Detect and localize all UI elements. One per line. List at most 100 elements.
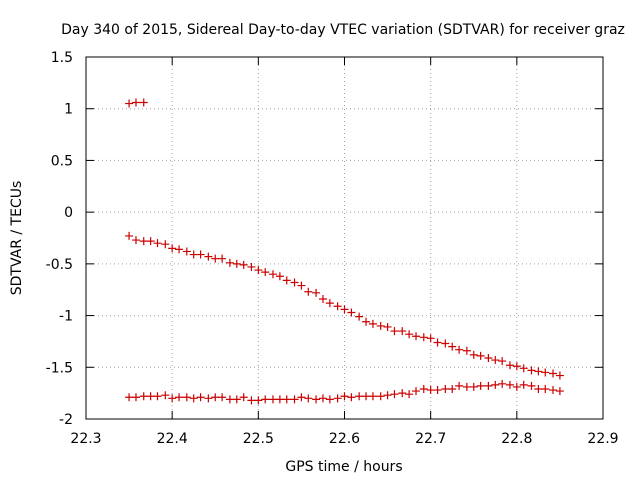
data-point xyxy=(484,353,493,362)
data-point xyxy=(290,278,299,287)
data-point xyxy=(204,394,213,403)
data-point xyxy=(347,308,356,317)
data-point xyxy=(268,395,277,404)
data-point xyxy=(312,395,321,404)
data-point xyxy=(290,395,299,404)
y-tick-label: -1.5 xyxy=(46,360,73,376)
data-point xyxy=(282,395,291,404)
x-tick-label: 22.4 xyxy=(157,431,188,447)
data-point xyxy=(247,262,256,271)
data-point xyxy=(512,362,521,371)
data-point xyxy=(355,312,364,321)
data-point xyxy=(304,394,313,403)
data-point xyxy=(275,272,284,281)
y-axis-title: SDTVAR / TECUs xyxy=(9,181,25,296)
data-point xyxy=(462,346,471,355)
data-point xyxy=(541,368,550,377)
data-point xyxy=(153,239,162,248)
data-point xyxy=(519,380,528,389)
data-point xyxy=(139,392,148,401)
data-point xyxy=(519,364,528,373)
data-point xyxy=(182,393,191,402)
data-point xyxy=(168,394,177,403)
data-point xyxy=(505,361,514,370)
data-point xyxy=(333,302,342,311)
y-tick-label: -2 xyxy=(59,412,73,428)
data-point xyxy=(168,244,177,253)
data-point xyxy=(534,385,543,394)
data-point xyxy=(433,338,442,347)
y-tick-label: -1 xyxy=(59,309,73,325)
data-point xyxy=(549,386,558,395)
data-point xyxy=(239,393,248,402)
y-tick-label: 0 xyxy=(64,205,73,221)
data-point xyxy=(239,260,248,269)
data-point xyxy=(211,393,220,402)
data-point xyxy=(498,379,507,388)
data-point xyxy=(512,382,521,391)
data-point xyxy=(161,240,170,249)
data-point xyxy=(340,392,349,401)
data-point xyxy=(541,385,550,394)
data-point xyxy=(398,327,407,336)
grid-lines xyxy=(86,57,603,419)
data-point xyxy=(476,381,485,390)
data-point xyxy=(355,392,364,401)
series-satellite-a xyxy=(125,98,148,108)
data-point xyxy=(318,295,327,304)
x-tick-label: 22.5 xyxy=(243,431,274,447)
data-point xyxy=(268,270,277,279)
y-tick-label: -0.5 xyxy=(46,257,73,273)
axis-ticks xyxy=(85,56,604,420)
data-point xyxy=(491,356,500,365)
data-point xyxy=(131,236,140,245)
data-point xyxy=(390,327,399,336)
data-point xyxy=(383,322,392,331)
data-point xyxy=(196,393,205,402)
data-point xyxy=(491,380,500,389)
data-point xyxy=(441,385,450,394)
data-point xyxy=(146,237,155,246)
data-point xyxy=(297,281,306,290)
data-point xyxy=(376,321,385,330)
data-point xyxy=(189,250,198,259)
data-point xyxy=(412,332,421,341)
data-point xyxy=(527,366,536,375)
data-point xyxy=(398,389,407,398)
data-point xyxy=(261,268,270,277)
y-axis-tick-labels: -2 -1.5 -1 -0.5 0 0.5 1 1.5 xyxy=(46,50,73,428)
data-point xyxy=(325,299,334,308)
data-point xyxy=(433,386,442,395)
data-point xyxy=(182,247,191,256)
data-point xyxy=(362,392,371,401)
data-point xyxy=(390,390,399,399)
data-point xyxy=(312,288,321,297)
data-point xyxy=(405,390,414,399)
data-point xyxy=(412,387,421,396)
data-point xyxy=(376,392,385,401)
data-point xyxy=(211,254,220,263)
data-point xyxy=(146,392,155,401)
data-point xyxy=(534,367,543,376)
data-point xyxy=(254,396,263,405)
x-tick-label: 22.8 xyxy=(501,431,532,447)
data-point xyxy=(325,395,334,404)
data-point xyxy=(555,387,564,396)
data-point xyxy=(261,395,270,404)
data-point xyxy=(282,276,291,285)
data-point xyxy=(218,393,227,402)
data-point xyxy=(476,351,485,360)
data-point xyxy=(196,250,205,259)
data-points xyxy=(125,98,564,405)
data-point xyxy=(448,385,457,394)
data-point xyxy=(125,231,134,240)
data-point xyxy=(426,334,435,343)
data-point xyxy=(232,395,241,404)
y-tick-label: 1 xyxy=(64,102,73,118)
data-point xyxy=(455,381,464,390)
data-point xyxy=(275,395,284,404)
data-point xyxy=(189,394,198,403)
data-point xyxy=(505,380,514,389)
data-point xyxy=(462,382,471,391)
series-satellite-c xyxy=(125,379,564,405)
